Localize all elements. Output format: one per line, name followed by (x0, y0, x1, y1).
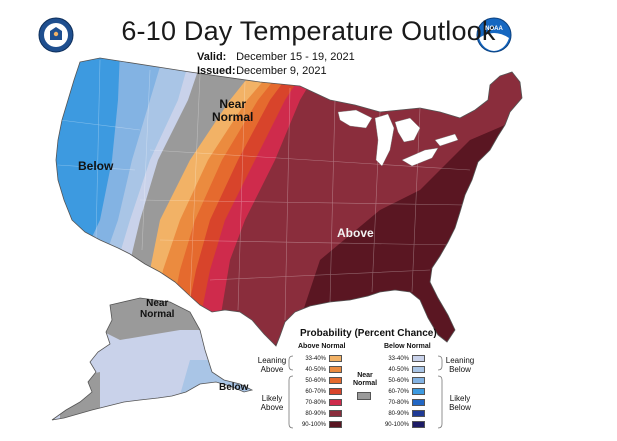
legend-above-label: 90-100% (301, 421, 326, 428)
legend-above-row: 33-40% (300, 354, 342, 363)
label-below-west: Below (78, 159, 114, 173)
legend-above-swatch (329, 355, 342, 362)
legend-below-swatch (412, 399, 425, 406)
legend-above-row: 90-100% (300, 420, 342, 429)
legend-above-row: 50-60% (300, 376, 342, 385)
date-block: Valid: December 15 - 19, 2021 Issued: De… (197, 50, 355, 78)
legend-above-label: 70-80% (305, 399, 326, 406)
doc-seal-icon (38, 17, 74, 53)
legend-above-label: 40-50% (305, 366, 326, 373)
legend-below-row: 50-60% (383, 376, 425, 385)
legend-above-label: 33-40% (305, 355, 326, 362)
legend-above-swatch (329, 388, 342, 395)
legend-likely-below: Likely Below (449, 394, 471, 412)
page-title: 6-10 Day Temperature Outlook (121, 16, 496, 46)
conus-outline (55, 57, 523, 347)
legend-below-swatch (412, 377, 425, 384)
legend-below-label: 90-100% (384, 421, 409, 428)
legend-likely-above: Likely Above (260, 394, 284, 412)
legend-below-label: 60-70% (388, 388, 409, 395)
legend-below-swatch (412, 355, 425, 362)
legend-below-row: 60-70% (383, 387, 425, 396)
legend-above-header: Above Normal (298, 343, 346, 350)
legend-above-swatch (329, 410, 342, 417)
legend-below-swatch (412, 388, 425, 395)
legend-above-swatch (329, 377, 342, 384)
legend-above-swatch (329, 399, 342, 406)
label-above-east: Above (337, 226, 374, 240)
legend-below-label: 50-60% (388, 377, 409, 384)
legend-leaning-below: Leaning Below (445, 356, 475, 374)
legend-below-swatch (412, 421, 425, 428)
legend-near-normal-swatch (357, 392, 371, 400)
legend-above-row: 70-80% (300, 398, 342, 407)
legend-below-label: 80-90% (388, 410, 409, 417)
state-boundaries (57, 59, 471, 321)
noaa-logo-icon (476, 17, 512, 53)
legend-below-label: 33-40% (388, 355, 409, 362)
legend-below-row: 33-40% (383, 354, 425, 363)
label-near-normal-plains: Near Normal (212, 97, 254, 124)
legend-above-label: 60-70% (305, 388, 326, 395)
alaska-outline (51, 297, 254, 421)
noaa-logo-label: NOAA (485, 26, 503, 32)
legend-above-label: 80-90% (305, 410, 326, 417)
legend-below-label: 70-80% (388, 399, 409, 406)
valid-label: Valid: (197, 51, 227, 63)
legend-above-swatch (329, 421, 342, 428)
legend-below-swatch (412, 410, 425, 417)
legend-below-header: Below Normal (384, 343, 431, 350)
label-near-normal-alaska: Near Normal (140, 298, 175, 320)
legend-below-row: 40-50% (383, 365, 425, 374)
issued-date: December 9, 2021 (236, 65, 327, 77)
legend-above-swatch (329, 366, 342, 373)
legend-above-row: 80-90% (300, 409, 342, 418)
legend-below-swatch (412, 366, 425, 373)
legend-below-row: 80-90% (383, 409, 425, 418)
legend-near-normal: Near Normal (353, 372, 378, 387)
legend-above-label: 50-60% (305, 377, 326, 384)
legend-above-row: 60-70% (300, 387, 342, 396)
label-below-alaska: Below (219, 382, 249, 393)
valid-dates: December 15 - 19, 2021 (236, 51, 355, 63)
legend-below-row: 90-100% (383, 420, 425, 429)
issued-label: Issued: (197, 65, 236, 77)
legend-title: Probability (Percent Chance) (300, 328, 437, 339)
legend-below-label: 40-50% (388, 366, 409, 373)
legend-above-row: 40-50% (300, 365, 342, 374)
legend-below-row: 70-80% (383, 398, 425, 407)
legend-leaning-above: Leaning Above (257, 356, 287, 374)
